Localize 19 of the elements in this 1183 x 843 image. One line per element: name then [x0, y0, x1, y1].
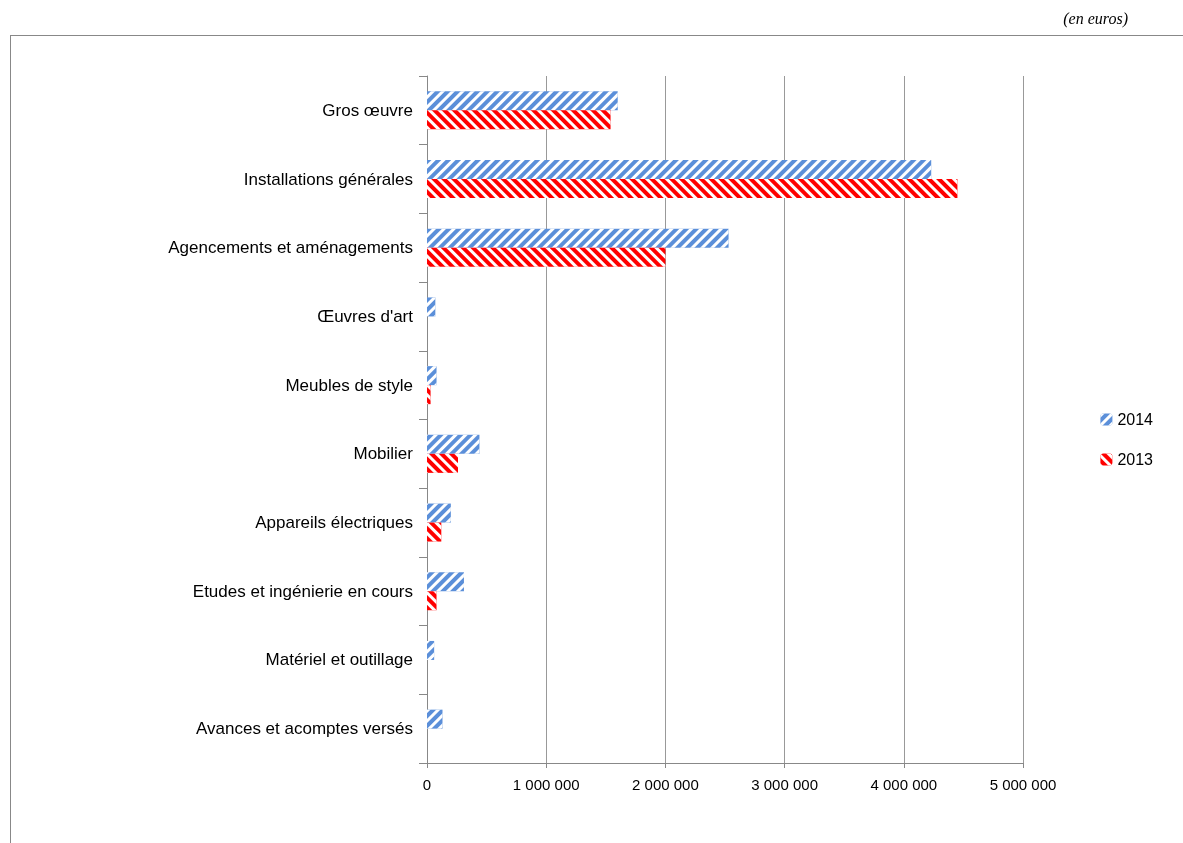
text: (en euros) [1063, 10, 1128, 28]
x-tick-label: 2 000 000 [632, 776, 699, 793]
y-tick-label: Matériel et outillage [265, 650, 413, 670]
legend-label: 2014 [1117, 411, 1154, 428]
x-tick-label: 1 000 000 [512, 776, 580, 793]
y-tick-label: Etudes et ingénierie en cours [192, 581, 413, 601]
legend-label: 2013 [1117, 451, 1154, 468]
x-tick-label: 5 000 000 [989, 776, 1057, 793]
y-tick-label: Avances et acomptes versés [195, 719, 413, 739]
y-tick-label: Appareils électriques [255, 513, 413, 533]
y-tick-label: Installations générales [243, 169, 413, 189]
x-tick-label: 3 000 000 [751, 776, 818, 793]
y-tick-label: Meubles de style [285, 375, 413, 395]
x-tick-label: 0 [422, 776, 432, 793]
y-tick-label: Gros œuvre [322, 100, 413, 120]
x-tick-label: 4 000 000 [870, 776, 938, 793]
y-tick-label: Œuvres d'art [317, 306, 414, 326]
y-tick-label: Agencements et aménagements [168, 238, 413, 258]
y-tick-label: Mobilier [353, 444, 414, 464]
